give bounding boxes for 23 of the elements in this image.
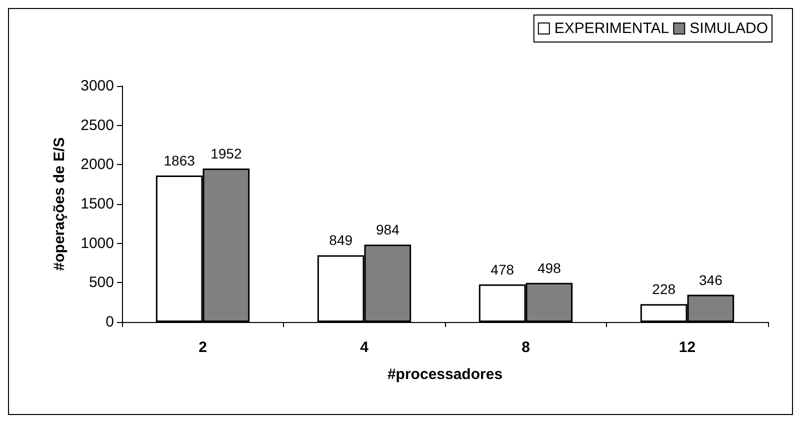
legend-label: SIMULADO (690, 20, 768, 37)
y-tick-label: 0 (106, 314, 114, 330)
data-label: 1952 (210, 145, 242, 162)
y-tick-label: 1500 (80, 196, 114, 212)
legend-label: EXPERIMENTAL (554, 20, 670, 37)
x-tick-label: 12 (678, 339, 696, 356)
data-label: 228 (652, 281, 676, 298)
data-label: 478 (490, 261, 514, 278)
data-label: 849 (329, 232, 353, 248)
data-label: 498 (537, 260, 562, 276)
y-axis-title: #operações de E/S (51, 137, 68, 271)
data-label: 984 (376, 222, 400, 238)
x-axis-title: #processadores (387, 366, 503, 383)
y-tick-label: 2500 (80, 116, 114, 134)
x-tick-label: 8 (522, 339, 530, 356)
y-tick-label: 500 (88, 274, 114, 292)
y-tick-label: 1000 (80, 234, 114, 252)
data-label: 346 (698, 272, 723, 288)
x-tick-label: 4 (360, 339, 370, 356)
x-tick-label: 2 (198, 339, 207, 356)
y-tick-label: 3000 (80, 78, 114, 94)
data-label: 1863 (164, 152, 196, 168)
y-tick-label: 2000 (80, 156, 114, 174)
